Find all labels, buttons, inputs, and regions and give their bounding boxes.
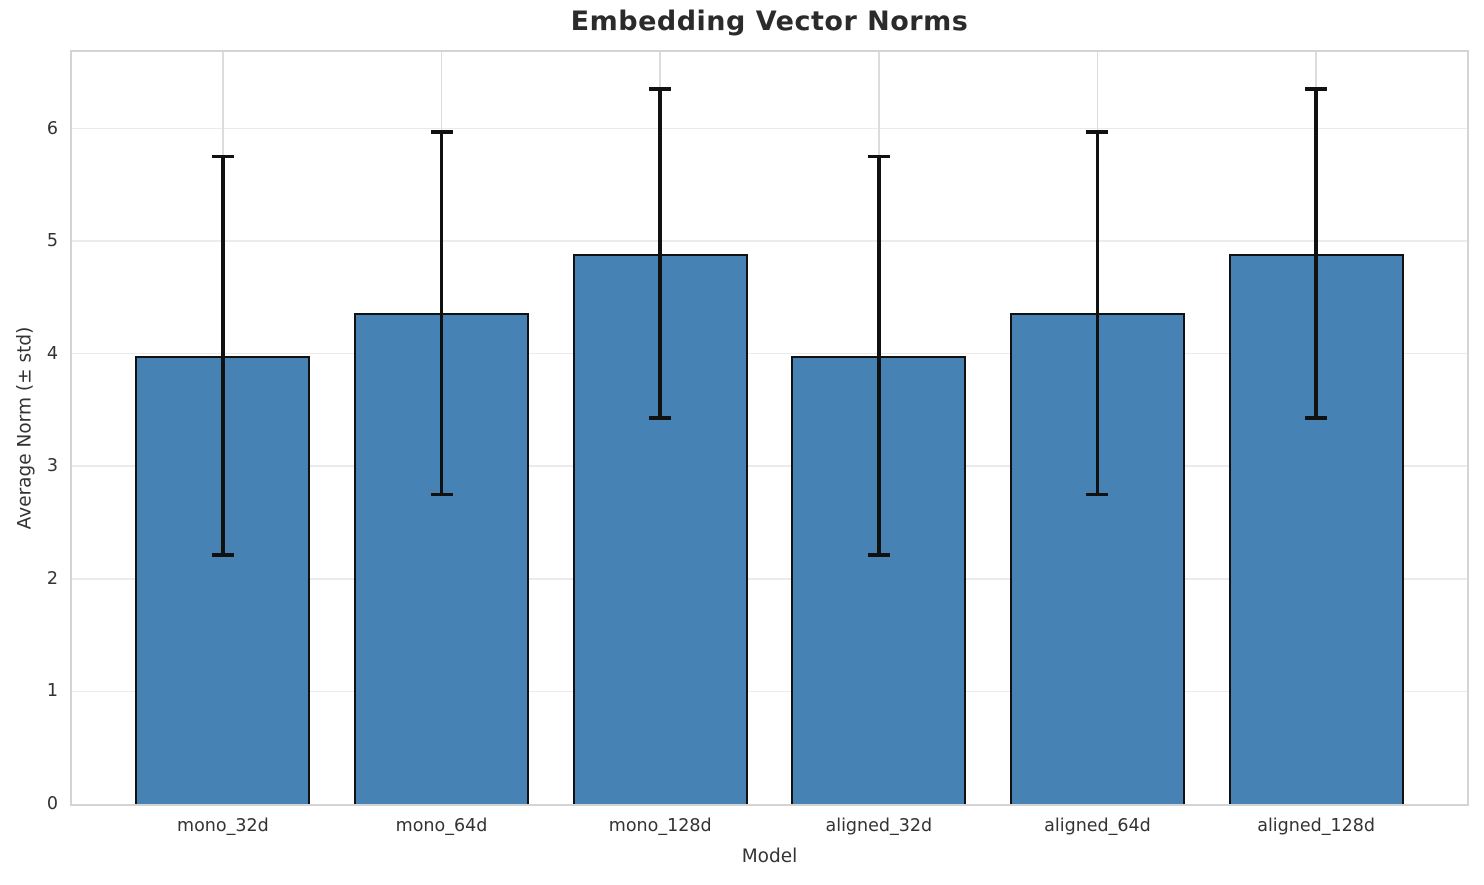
gridline-horizontal [72, 240, 1467, 242]
gridline-horizontal [72, 127, 1467, 130]
error-bar-cap-top [1305, 87, 1328, 91]
y-tick-label: 5 [46, 231, 58, 252]
chart-title: Embedding Vector Norms [570, 6, 969, 37]
error-bar-line [221, 156, 225, 556]
y-tick-label: 3 [46, 456, 58, 477]
error-bar-cap-bottom [430, 492, 453, 497]
y-tick-label: 4 [46, 343, 58, 364]
error-bar-line [658, 89, 662, 418]
y-tick-label: 2 [46, 568, 58, 589]
error-bar-cap-top [211, 154, 234, 159]
x-tick-label: aligned_32d [825, 816, 933, 836]
gridline-horizontal [72, 690, 1467, 693]
error-bar-line [1314, 89, 1318, 418]
gridline-horizontal [72, 578, 1467, 580]
error-bar-cap-top [867, 154, 890, 159]
x-tick-label: aligned_128d [1257, 816, 1376, 836]
x-tick-label: mono_64d [395, 816, 488, 836]
error-bar-line [439, 131, 444, 495]
error-bar-cap-bottom [867, 553, 890, 557]
plot-area [70, 50, 1469, 806]
error-bar-line [1095, 131, 1100, 495]
x-tick-label: aligned_64d [1044, 816, 1151, 836]
error-bar-cap-bottom [1305, 416, 1328, 420]
x-tick-label: mono_32d [177, 816, 269, 836]
error-bar-cap-bottom [1086, 492, 1109, 497]
error-bar-cap-top [430, 130, 453, 134]
gridline-horizontal [72, 465, 1467, 468]
gridline-horizontal [72, 352, 1467, 355]
error-bar-cap-top [649, 87, 672, 91]
y-tick-label: 6 [46, 118, 58, 139]
error-bar-cap-top [1086, 130, 1109, 134]
y-tick-label: 1 [46, 681, 58, 702]
x-tick-label: mono_128d [608, 816, 712, 836]
error-bar-cap-bottom [649, 416, 672, 420]
x-axis-label: Model [741, 846, 798, 867]
error-bar-cap-bottom [211, 553, 234, 557]
error-bar-line [877, 156, 881, 556]
y-tick-label: 0 [46, 794, 58, 814]
